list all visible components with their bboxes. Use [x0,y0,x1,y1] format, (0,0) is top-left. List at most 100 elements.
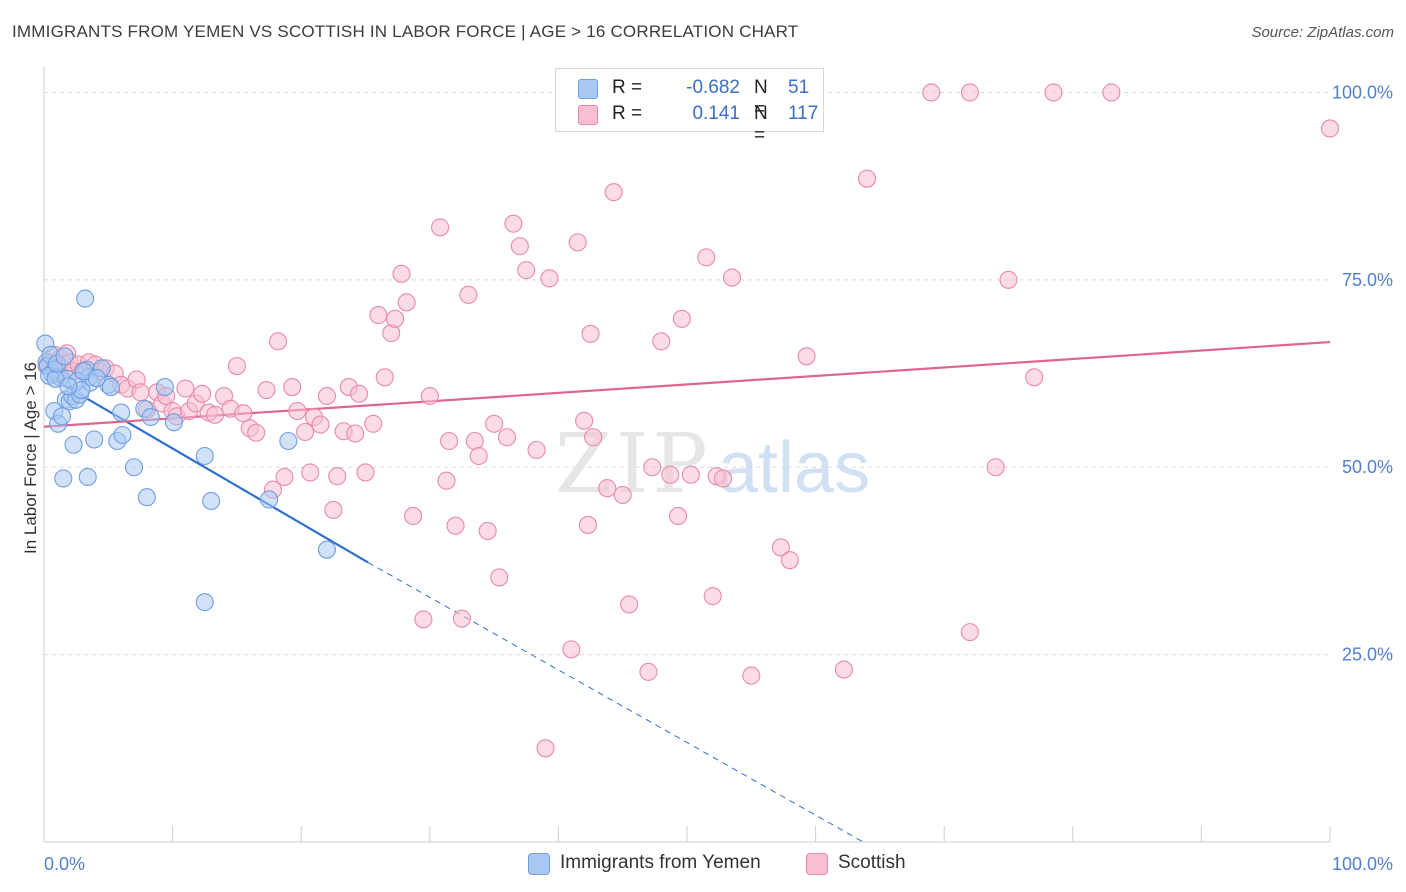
watermark: ZIP atlas [555,417,870,512]
point-scottish [639,662,658,681]
point-scottish [324,500,343,520]
legend-n-value: 51 [788,77,810,98]
point-scottish [780,551,799,570]
point-scottish [490,568,509,587]
legend-n-value: 117 [788,103,819,124]
point-scottish [420,386,439,406]
legend-r-value: -0.682 [686,77,740,98]
point-scottish [613,485,632,505]
point-yemen [85,430,104,449]
trend-line-yemen [47,374,369,564]
point-scottish [440,431,459,451]
point-yemen [55,347,74,366]
x-tick-label: 100.0% [1332,854,1393,874]
trend-line-yemen-extension [367,561,864,843]
point-scottish [643,458,662,477]
point-scottish [459,285,478,304]
point-yemen [76,289,95,308]
bottom-legend-label: Scottish [838,852,906,873]
point-scottish [857,169,877,188]
point-yemen [78,467,97,487]
bottom-legend-label: Immigrants from Yemen [560,852,761,873]
watermark-atlas: atlas [718,428,870,508]
point-scottish [392,264,411,283]
legend-r-label: R = [612,103,643,124]
y-tick-label: 75.0% [1342,270,1393,290]
point-scottish [328,467,347,486]
point-scottish [1102,83,1121,102]
point-scottish [227,357,246,376]
point-scottish [661,465,680,484]
y-tick-label: 50.0% [1342,457,1393,477]
point-yemen [164,413,183,432]
point-scottish [234,404,253,423]
trend-lines [43,340,1331,843]
point-scottish [540,269,559,288]
point-scottish [672,309,691,328]
point-yemen [155,377,174,397]
point-yemen [112,403,131,422]
point-scottish [369,306,388,325]
legend-r-value: 0.141 [692,103,740,124]
point-scottish [620,595,639,614]
point-yemen [124,458,144,477]
point-scottish [504,214,523,233]
point-scottish [356,463,375,482]
point-yemen [64,435,83,454]
point-scottish [578,515,598,535]
point-scottish [437,471,456,490]
point-scottish [604,183,623,202]
point-scottish [193,384,212,403]
point-scottish [1025,368,1044,387]
point-scottish [257,380,276,400]
legend-swatch-yemen [578,79,598,99]
point-scottish [205,405,225,424]
point-scottish [478,521,497,540]
point-scottish [1320,119,1340,138]
bottom-legend-swatch-scottish [806,853,828,875]
point-scottish [517,261,536,280]
point-yemen [113,425,132,445]
axes [43,67,1331,843]
point-scottish [375,368,394,387]
point-yemen [202,491,221,511]
point-scottish [269,332,288,351]
legend-swatch-scottish [578,105,598,125]
point-scottish [652,332,671,351]
point-scottish [386,309,405,328]
point-scottish [497,428,517,447]
x-tick-label: 0.0% [44,854,85,874]
point-scottish [562,640,581,659]
point-scottish [1044,83,1063,102]
point-scottish [598,479,617,498]
point-scottish [527,440,546,460]
point-yemen [195,593,214,612]
point-yemen [141,407,160,427]
trend-line-scottish [43,340,1331,428]
point-yemen [54,469,73,488]
point-scottish [283,377,302,397]
point-scottish [311,415,330,434]
point-scottish [364,414,383,433]
point-scottish [568,233,587,252]
point-scottish [584,428,603,447]
point-scottish [703,587,722,606]
legend-n-label: N = [754,103,768,146]
point-scottish [922,83,941,102]
point-scottish [446,516,465,535]
point-scottish [986,458,1005,477]
point-scottish [485,414,504,433]
point-scottish [581,324,600,343]
point-scottish [296,422,315,442]
point-scottish [452,609,472,628]
point-scottish [465,431,484,451]
point-yemen [101,377,120,397]
point-scottish [797,347,816,366]
point-scottish [288,401,307,421]
point-scottish [247,423,266,442]
point-scottish [960,623,979,642]
point-scottish [301,463,320,482]
chart-title: IMMIGRANTS FROM YEMEN VS SCOTTISH IN LAB… [12,22,799,41]
point-scottish [404,506,423,526]
